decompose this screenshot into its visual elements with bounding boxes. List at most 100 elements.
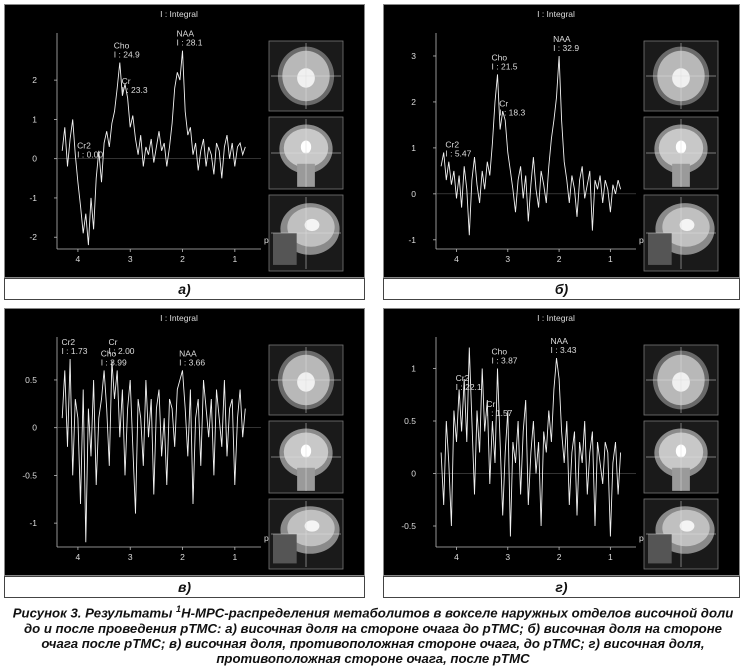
chart-b-ytick-label-1: 0 [411,189,416,199]
chart-a-peak-value-3: I : 0.00 [77,150,103,160]
chart-b-xtick-label-2: 2 [557,254,562,264]
chart-c-peak-value-2: I : 3.99 [101,357,127,367]
chart-b-peak-value-3: I : 5.47 [445,149,471,159]
chart-a-ytick-label-2: 0 [32,154,37,164]
chart-c-xtick-label-2: 2 [180,552,185,562]
chart-c-mri-sagittal [268,498,344,570]
chart-b-xtick-label-3: 1 [608,254,613,264]
chart-c-peak-value-0: I : 3.66 [179,357,205,367]
chart-d-ytick-label-2: 0.5 [404,416,416,426]
chart-a-ytick-label-1: -1 [29,193,37,203]
chart-d-peak-value-0: I : 3.43 [551,345,577,355]
chart-d-peak-name-3: Cr2 [456,373,470,383]
chart-c-ytick-label-2: 0 [32,423,37,433]
chart-c: I : Integral-1-0.500.54321ppmNAAI : 3.66… [22,313,344,570]
chart-a-xtick-label-3: 1 [232,254,237,264]
chart-a-peak-name-1: Cho [114,40,130,50]
chart-c-mri-sagittal-face [273,534,297,564]
chart-d-xtick-label-3: 1 [608,552,613,562]
chart-c-ytick-label-1: -0.5 [22,470,37,480]
chart-b: I : Integral-101234321ppmNAAI : 32.9ChoI… [408,9,719,272]
chart-a-spectrum-line-0 [61,50,246,246]
chart-c-ytick-label-3: 0.5 [25,375,37,385]
chart-a-peak-name-2: Cr [122,76,131,86]
chart-d-ytick-label-3: 1 [411,364,416,374]
chart-a-mri-sagittal [268,194,344,272]
chart-a-xtick-label-0: 4 [76,254,81,264]
chart-d-xtick-label-0: 4 [454,552,459,562]
chart-d: I : Integral-0.500.514321ppmNAAI : 3.43C… [401,313,719,570]
chart-c-mri-coronal [268,420,344,494]
chart-d-mri-coronal [643,420,719,494]
chart-c-peak-name-0: NAA [179,348,197,358]
chart-d-title: I : Integral [537,313,575,323]
chart-d-peak-name-2: Cr [486,399,495,409]
chart-a-mri-coronal [268,116,344,190]
chart-c-ytick-label-0: -1 [29,518,37,528]
chart-b-peak-name-0: NAA [553,34,571,44]
panel-d: I : Integral-0.500.514321ppmNAAI : 3.43C… [383,308,740,576]
chart-c-peak-name-3: Cr2 [61,337,75,347]
chart-c-peak-name-1: Cr [109,337,118,347]
chart-b-peak-value-2: I : 18.3 [499,107,525,117]
caption-text: H-МРС-распределения метаболитов в воксел… [23,605,734,666]
chart-a-mri-axial [268,40,344,112]
panel-label-d: г) [555,579,568,595]
chart-a-peak-value-0: I : 28.1 [177,38,203,48]
chart-c-mri-axial [268,344,344,416]
chart-a-ytick-label-3: 1 [32,114,37,124]
chart-a-mri-sagittal-core [304,218,320,232]
panel-b: I : Integral-101234321ppmNAAI : 32.9ChoI… [383,4,740,278]
chart-b-peak-value-1: I : 21.5 [492,61,518,71]
chart-a: I : Integral-2-10124321ppmNAAI : 28.1Cho… [29,9,344,272]
chart-a-title: I : Integral [160,9,198,19]
chart-d-mri-axial [643,344,719,416]
chart-b-peak-value-0: I : 32.9 [553,43,579,53]
chart-c-xtick-label-1: 3 [128,552,133,562]
chart-a-ytick-label-0: -2 [29,232,37,242]
chart-d-peak-value-2: I : 1.57 [486,408,512,418]
chart-b-peak-name-2: Cr [499,98,508,108]
caption-prefix: Рисунок 3. Результаты [12,605,177,621]
chart-b-xtick-label-1: 3 [505,254,510,264]
chart-d-peak-value-3: I : 22.1 [456,382,482,392]
panel-c: I : Integral-1-0.500.54321ppmNAAI : 3.66… [4,308,365,576]
panel-label-box-c [4,576,365,598]
chart-b-mri-coronal [643,116,719,190]
chart-b-spectrum-line-0 [440,55,622,236]
chart-c-peak-value-3: I : 1.73 [61,346,87,356]
chart-d-peak-value-1: I : 3.87 [492,356,518,366]
chart-b-peak-name-1: Cho [492,52,508,62]
chart-b-ytick-label-2: 1 [411,143,416,153]
chart-a-ytick-label-4: 2 [32,75,37,85]
panel-a: I : Integral-2-10124321ppmNAAI : 28.1Cho… [4,4,365,278]
chart-b-title: I : Integral [537,9,575,19]
chart-c-peak-name-2: Cho [101,348,117,358]
chart-d-ytick-label-1: 0 [411,469,416,479]
panel-label-box-a [4,278,365,300]
chart-c-xtick-label-0: 4 [76,552,81,562]
chart-c-title: I : Integral [160,313,198,323]
chart-d-xtick-label-2: 2 [557,552,562,562]
chart-a-peak-name-0: NAA [177,29,195,39]
chart-d-peak-name-0: NAA [551,336,569,346]
chart-a-xtick-label-2: 2 [180,254,185,264]
chart-d-ytick-label-0: -0.5 [401,521,416,531]
chart-a-mri-sagittal-face [273,233,297,265]
chart-b-peak-name-3: Cr2 [445,140,459,150]
chart-d-peak-name-1: Cho [492,347,508,357]
caption-sup: 1 [176,604,182,614]
chart-d-xtick-label-1: 3 [505,552,510,562]
panel-label-b: б) [554,281,569,297]
panel-label-a: а) [178,281,191,297]
chart-d-mri-sagittal [643,498,719,570]
chart-b-mri-axial [643,40,719,112]
chart-b-xtick-label-0: 4 [454,254,459,264]
chart-d-mri-sagittal-core [679,520,695,532]
panel-label-box-b [383,278,740,300]
chart-a-peak-value-1: I : 24.9 [114,49,140,59]
chart-b-mri-sagittal-face [648,233,672,265]
panel-label-box-d [383,576,740,598]
chart-a-xtick-label-1: 3 [128,254,133,264]
chart-b-mri-sagittal-core [679,218,695,232]
